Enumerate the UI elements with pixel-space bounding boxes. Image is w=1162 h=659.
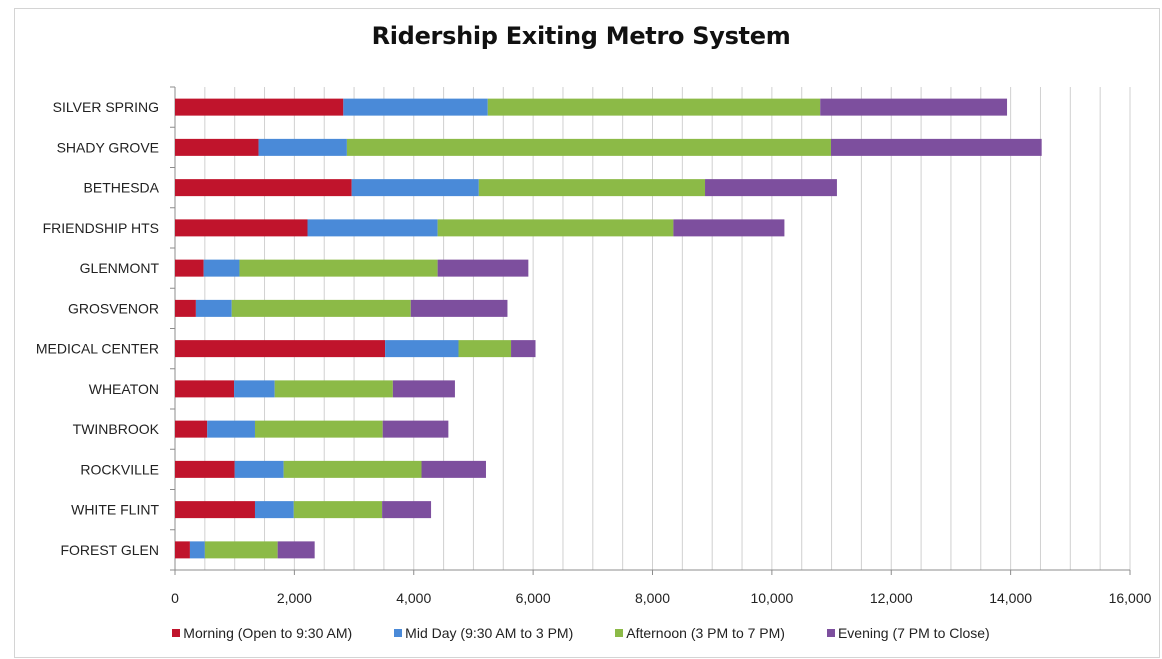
legend-swatch bbox=[826, 629, 835, 637]
legend-swatch bbox=[394, 629, 403, 637]
bar-segment bbox=[231, 299, 411, 317]
legend-item: Mid Day (9:30 AM to 3 PM) bbox=[394, 625, 573, 641]
bar-segment bbox=[254, 420, 383, 438]
category-label: TWINBROOK bbox=[73, 421, 160, 437]
bar-segment bbox=[239, 259, 438, 277]
legend-item: Evening (7 PM to Close) bbox=[826, 625, 990, 641]
x-tick-label: 0 bbox=[171, 590, 179, 606]
bar-segment bbox=[283, 460, 422, 478]
legend-item: Morning (Open to 9:30 AM) bbox=[172, 625, 352, 641]
bar-segment bbox=[203, 259, 240, 277]
bar-segment bbox=[175, 138, 259, 156]
bar-segment bbox=[175, 179, 352, 197]
legend-swatch bbox=[615, 629, 624, 637]
bar-segment bbox=[207, 420, 255, 438]
category-label: MEDICAL CENTER bbox=[36, 341, 159, 357]
bar-segment bbox=[175, 98, 344, 116]
x-tick-label: 8,000 bbox=[635, 590, 670, 606]
bar-segment bbox=[189, 541, 205, 559]
bar-segment bbox=[204, 541, 278, 559]
legend-label: Morning (Open to 9:30 AM) bbox=[183, 625, 353, 641]
category-label: ROCKVILLE bbox=[80, 461, 159, 477]
bar-segment bbox=[382, 501, 432, 519]
bar-segment bbox=[195, 299, 232, 317]
category-label: FOREST GLEN bbox=[60, 542, 159, 558]
bar-segment bbox=[673, 219, 785, 237]
category-label: GLENMONT bbox=[80, 260, 160, 276]
bar-segment bbox=[385, 340, 459, 358]
chart-title: Ridership Exiting Metro System bbox=[371, 22, 791, 50]
legend-label: Mid Day (9:30 AM to 3 PM) bbox=[405, 625, 574, 641]
x-tick-label: 4,000 bbox=[396, 590, 431, 606]
legend-item: Afternoon (3 PM to 7 PM) bbox=[615, 625, 785, 641]
bar-segment bbox=[392, 380, 455, 398]
bar-segment bbox=[175, 259, 204, 277]
x-tick-label: 6,000 bbox=[516, 590, 551, 606]
bar-segment bbox=[293, 501, 383, 519]
x-tick-label: 10,000 bbox=[750, 590, 793, 606]
bar-segment bbox=[175, 380, 235, 398]
bar-segment bbox=[307, 219, 438, 237]
category-label: BETHESDA bbox=[84, 180, 160, 196]
bar-segment bbox=[830, 138, 1042, 156]
bar-segment bbox=[175, 299, 196, 317]
bar-segment bbox=[274, 380, 393, 398]
bar-segment bbox=[705, 179, 837, 197]
bar-segment bbox=[258, 138, 347, 156]
category-label: SHADY GROVE bbox=[57, 139, 159, 155]
bar-segment bbox=[820, 98, 1008, 116]
bar-segment bbox=[458, 340, 512, 358]
bar-segment bbox=[254, 501, 294, 519]
category-label: FRIENDSHIP HTS bbox=[43, 220, 159, 236]
category-label: WHITE FLINT bbox=[71, 502, 159, 518]
bar-segment bbox=[234, 380, 275, 398]
legend-swatch bbox=[172, 629, 181, 637]
bar-segment bbox=[346, 138, 831, 156]
bar-segment bbox=[175, 541, 190, 559]
bar-segment bbox=[277, 541, 315, 559]
legend-label: Evening (7 PM to Close) bbox=[837, 625, 990, 641]
bar-segment bbox=[175, 460, 235, 478]
x-tick-label: 14,000 bbox=[989, 590, 1032, 606]
bar-segment bbox=[175, 340, 386, 358]
bar-segment bbox=[351, 179, 479, 197]
category-label: SILVER SPRING bbox=[53, 99, 159, 115]
bar-segment bbox=[382, 420, 449, 438]
bar-segment bbox=[175, 219, 308, 237]
x-tick-label: 2,000 bbox=[277, 590, 312, 606]
category-label: GROSVENOR bbox=[68, 300, 159, 316]
bar-segment bbox=[478, 179, 706, 197]
bar-segment bbox=[437, 259, 529, 277]
bar-segment bbox=[234, 460, 284, 478]
legend-label: Afternoon (3 PM to 7 PM) bbox=[626, 625, 785, 641]
bar-segment bbox=[343, 98, 488, 116]
bar-segment bbox=[437, 219, 674, 237]
x-tick-label: 12,000 bbox=[870, 590, 913, 606]
bar-segment bbox=[175, 501, 255, 519]
category-label: WHEATON bbox=[89, 381, 159, 397]
bar-segment bbox=[410, 299, 508, 317]
bar-segment bbox=[487, 98, 821, 116]
bar-segment bbox=[511, 340, 536, 358]
chart-legend: Morning (Open to 9:30 AM) Mid Day (9:30 A… bbox=[0, 625, 1162, 641]
bar-segment bbox=[175, 420, 208, 438]
x-tick-label: 16,000 bbox=[1109, 590, 1152, 606]
bar-segment bbox=[421, 460, 486, 478]
